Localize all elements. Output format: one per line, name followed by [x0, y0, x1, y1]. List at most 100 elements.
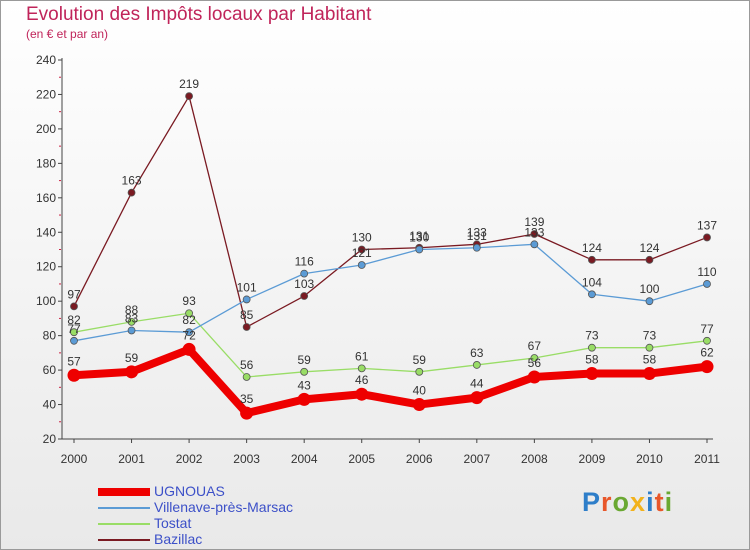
data-point — [240, 406, 254, 420]
data-label: 44 — [470, 377, 484, 391]
data-label: 77 — [700, 322, 714, 336]
data-label: 133 — [524, 225, 544, 239]
data-label: 58 — [585, 353, 599, 367]
x-tick-label: 2008 — [521, 452, 548, 466]
data-point — [645, 255, 654, 264]
data-label: 137 — [697, 218, 717, 232]
data-point — [357, 245, 366, 254]
proxiti-logo: Proxiti — [582, 487, 673, 518]
data-label: 59 — [298, 353, 312, 367]
data-point — [242, 295, 251, 304]
data-label: 72 — [182, 328, 196, 342]
data-label: 82 — [67, 313, 81, 327]
data-label: 97 — [67, 287, 81, 301]
data-point — [185, 328, 193, 337]
chart-title: Evolution des Impôts locaux par Habitant — [26, 4, 372, 25]
x-tick-label: 2011 — [694, 452, 720, 466]
y-tick-label: 80 — [43, 329, 57, 343]
legend-label: UGNOUAS — [154, 483, 225, 499]
data-point — [125, 365, 139, 379]
data-label: 163 — [122, 174, 142, 188]
x-tick-label: 2003 — [233, 452, 260, 466]
x-tick-label: 2002 — [176, 452, 203, 466]
data-label: 139 — [524, 215, 544, 229]
data-label: 83 — [125, 311, 139, 325]
logo-letter: P — [582, 487, 602, 517]
data-label: 116 — [295, 255, 314, 269]
data-point — [700, 360, 714, 374]
data-point — [127, 317, 136, 326]
data-label: 43 — [298, 378, 312, 392]
data-point — [70, 336, 78, 345]
y-tick-label: 60 — [43, 363, 57, 377]
data-label: 124 — [582, 241, 602, 255]
data-point — [415, 245, 424, 254]
data-label: 61 — [355, 349, 369, 363]
data-point — [70, 302, 78, 311]
data-label: 101 — [237, 280, 257, 294]
data-point — [703, 233, 711, 242]
data-label: 130 — [409, 231, 429, 245]
data-point — [300, 292, 309, 300]
logo-letter: i — [646, 487, 655, 517]
x-tick-label: 2001 — [118, 452, 145, 466]
data-point — [530, 354, 539, 362]
data-point — [645, 297, 654, 306]
data-point — [472, 361, 481, 369]
legend-swatch — [98, 507, 150, 509]
legend-swatch — [98, 488, 150, 496]
legend-swatch — [98, 523, 150, 525]
x-tick-label: 2006 — [406, 452, 433, 466]
data-point — [242, 323, 251, 331]
data-point — [642, 367, 656, 381]
y-tick-label: 240 — [36, 53, 56, 67]
data-point — [588, 343, 596, 352]
y-tick-label: 220 — [36, 87, 56, 101]
data-label: 82 — [182, 313, 196, 327]
data-point — [355, 387, 369, 401]
y-tick-label: 160 — [36, 191, 56, 205]
data-label: 131 — [409, 229, 429, 243]
data-label: 121 — [352, 246, 372, 260]
data-label: 73 — [643, 329, 657, 343]
data-label: 103 — [294, 277, 314, 291]
legend-label: Villenave-près-Marsac — [154, 499, 294, 515]
data-point — [527, 370, 541, 384]
data-label: 40 — [413, 384, 427, 398]
data-point — [70, 328, 78, 337]
data-label: 46 — [355, 373, 369, 387]
data-point — [470, 391, 484, 405]
y-tick-label: 140 — [36, 225, 56, 239]
y-tick-label: 200 — [36, 122, 56, 136]
data-label: 110 — [697, 265, 716, 279]
x-tick-label: 2009 — [579, 452, 606, 466]
data-label: 124 — [639, 241, 659, 255]
data-label: 100 — [639, 282, 659, 296]
data-point — [127, 326, 136, 335]
x-tick-label: 2007 — [463, 452, 490, 466]
legend-swatch — [98, 539, 150, 541]
x-tick-label: 2010 — [636, 452, 663, 466]
data-label: 62 — [700, 346, 714, 360]
logo-letter: i — [664, 487, 674, 517]
logo-letter: o — [612, 487, 631, 517]
y-tick-label: 20 — [43, 432, 57, 446]
data-label: 104 — [582, 275, 602, 289]
x-tick-label: 2004 — [291, 452, 318, 466]
series-line-tostat — [73, 312, 708, 378]
data-point — [530, 240, 539, 249]
data-label: 63 — [470, 346, 484, 360]
data-label: 73 — [585, 329, 599, 343]
y-tick-label: 180 — [36, 156, 56, 170]
data-label: 35 — [240, 392, 254, 406]
data-label: 59 — [125, 351, 139, 365]
data-point — [297, 392, 311, 406]
data-point — [703, 336, 711, 345]
data-point — [585, 367, 599, 381]
data-label: 85 — [240, 308, 254, 322]
legend-label: Bazillac — [154, 531, 203, 547]
data-label: 93 — [182, 294, 196, 308]
data-point — [412, 398, 426, 412]
